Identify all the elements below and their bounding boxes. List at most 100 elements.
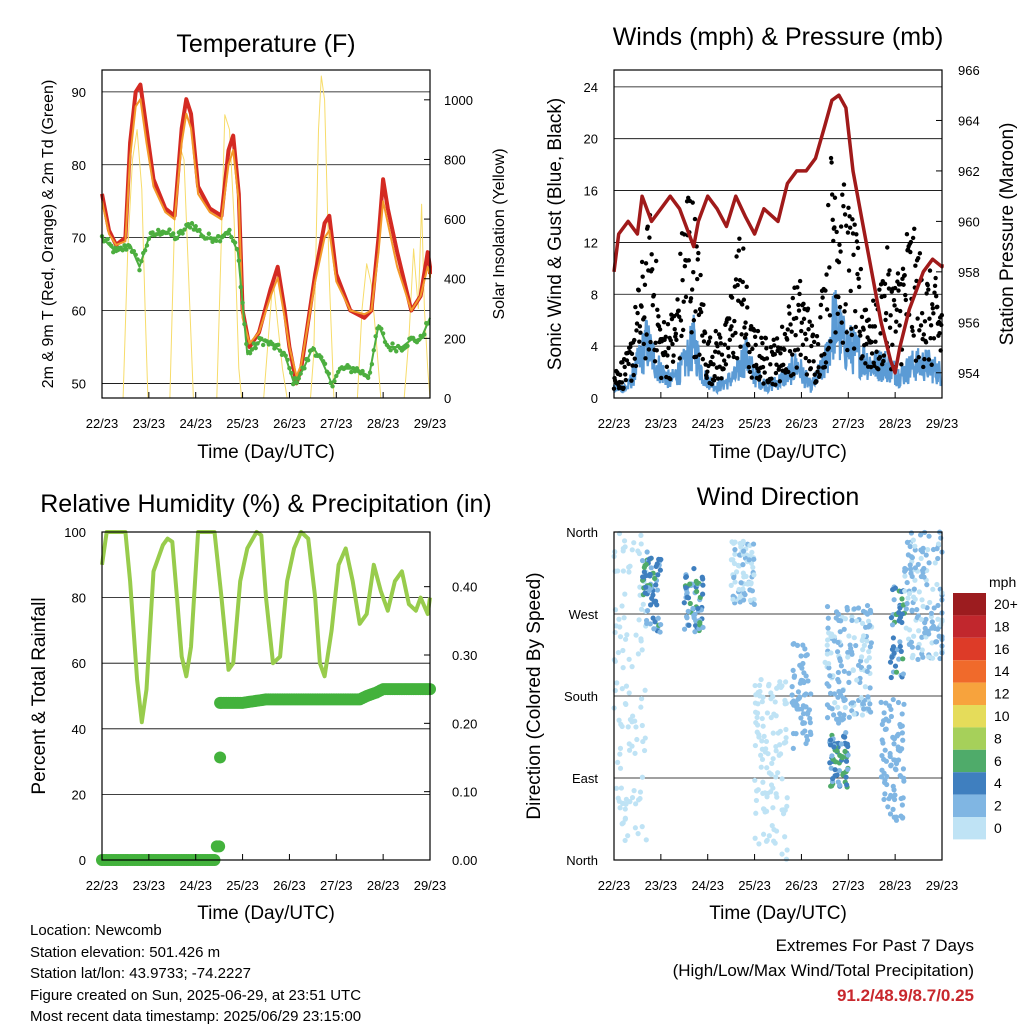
direction-marker: [620, 665, 626, 671]
direction-marker: [907, 543, 913, 550]
gust-marker: [842, 309, 847, 314]
gust-marker: [883, 317, 888, 323]
gust-marker: [869, 351, 875, 356]
direction-marker: [891, 597, 897, 603]
gust-marker: [744, 284, 749, 290]
gust-marker: [643, 261, 649, 266]
direction-marker: [637, 584, 643, 590]
gust-marker: [676, 308, 681, 313]
dewpoint-marker: [365, 375, 371, 381]
direction-marker: [685, 595, 692, 601]
direction-marker: [894, 646, 900, 653]
gust-marker: [904, 232, 910, 237]
direction-marker: [793, 731, 799, 737]
temperature-xtick-label: 26/23: [273, 416, 306, 431]
direction-marker: [772, 699, 778, 705]
gust-marker: [681, 299, 686, 304]
gust-marker: [908, 249, 913, 255]
gust-marker: [815, 369, 820, 374]
gust-marker: [809, 323, 815, 328]
direction-marker: [910, 594, 917, 600]
direction-marker: [878, 774, 885, 780]
gust-marker: [623, 372, 628, 377]
direction-marker: [622, 815, 628, 821]
winds-xtick-label: 29/23: [926, 416, 959, 431]
winds-plot-frame: [613, 69, 943, 399]
direction-marker: [834, 748, 840, 754]
direction-marker: [643, 584, 649, 590]
dewpoint-marker: [225, 231, 230, 236]
dewpoint-marker: [111, 249, 116, 255]
humidity-ytick-label: 40: [72, 722, 86, 737]
humidity-xtick-label: 23/23: [133, 878, 166, 893]
humidity-xtick-label: 25/23: [226, 878, 259, 893]
gust-marker: [799, 328, 804, 334]
direction-marker: [910, 537, 916, 543]
gust-marker: [713, 328, 718, 334]
gust-marker: [853, 308, 858, 314]
direction-marker: [836, 768, 842, 774]
dewpoint-marker: [139, 259, 144, 264]
direction-marker: [617, 634, 624, 640]
direction-marker: [919, 597, 925, 603]
gust-marker: [779, 324, 785, 330]
gust-marker: [644, 332, 649, 337]
direction-marker: [892, 663, 899, 669]
direction-marker: [626, 747, 633, 753]
dewpoint-marker: [328, 380, 333, 386]
direction-marker: [752, 682, 758, 689]
gust-marker: [752, 328, 757, 333]
direction-marker: [631, 540, 637, 546]
direction-marker: [616, 616, 622, 622]
direction-marker: [644, 549, 650, 555]
gust-marker: [673, 331, 679, 336]
pressure-ytick-label: 962: [958, 164, 980, 179]
direction-marker: [789, 692, 795, 698]
gust-marker: [845, 347, 850, 353]
direction-marker: [832, 767, 838, 773]
temperature-xlabel: Time (Day/UTC): [197, 442, 335, 463]
gust-marker: [864, 341, 869, 347]
gust-marker: [842, 212, 848, 217]
gust-marker: [832, 225, 837, 230]
direction-marker: [648, 565, 654, 571]
humidity-ytick-label: 60: [72, 656, 86, 671]
gust-marker: [856, 284, 862, 290]
direction-marker: [783, 739, 789, 745]
direction-marker: [824, 715, 831, 721]
gust-marker: [686, 258, 691, 263]
direction-marker: [851, 606, 857, 612]
legend-label: 6: [994, 753, 1002, 769]
direction-marker: [888, 763, 894, 769]
gust-marker: [801, 316, 807, 322]
direction-marker: [897, 639, 903, 645]
gust-marker: [823, 360, 829, 365]
station-elevation: Station elevation: 501.426 m: [30, 943, 221, 961]
direction-marker: [837, 629, 843, 635]
gust-marker: [913, 263, 918, 268]
gust-marker: [900, 266, 906, 272]
legend-swatch: [953, 682, 986, 705]
direction-marker: [912, 565, 919, 571]
direction-marker: [642, 687, 648, 693]
direction-marker: [912, 543, 918, 549]
direction-marker: [753, 810, 759, 816]
gust-marker: [897, 323, 902, 328]
gust-marker: [845, 230, 851, 235]
direction-marker: [907, 566, 914, 572]
dewpoint-marker: [290, 381, 296, 387]
direction-marker: [930, 546, 937, 553]
direction-marker: [868, 709, 874, 715]
direction-marker: [807, 720, 813, 726]
gust-marker: [738, 344, 743, 349]
direction-marker: [624, 632, 630, 638]
direction-marker: [779, 807, 785, 813]
gust-marker: [915, 256, 921, 261]
direction-marker: [632, 750, 638, 756]
direction-marker: [700, 582, 706, 588]
direction-marker: [653, 582, 659, 588]
direction-marker: [641, 569, 647, 575]
direction-marker: [790, 745, 796, 752]
dewpoint-marker: [127, 245, 133, 250]
gust-marker: [921, 364, 926, 370]
